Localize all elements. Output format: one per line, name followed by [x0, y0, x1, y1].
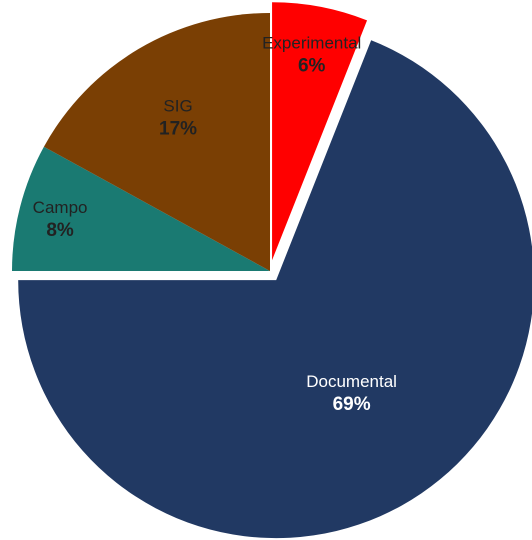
pie-labels: Experimental 6% Documental 69% Campo 8% SIG 17% [33, 33, 397, 415]
slice-value-sig: 17% [159, 119, 197, 140]
slice-label-experimental: Experimental [262, 33, 361, 52]
slice-label-documental: Documental [306, 372, 397, 391]
pie-slice-campo [12, 146, 270, 271]
pie-slices [12, 2, 532, 539]
slice-label-campo: Campo [33, 198, 88, 217]
pie-slice-sig [43, 13, 271, 271]
pie-slice-documental [18, 40, 532, 539]
slice-label-sig: SIG [163, 97, 192, 116]
pie-slice-experimental [272, 2, 368, 261]
slice-value-campo: 8% [46, 220, 74, 241]
slice-value-documental: 69% [333, 394, 371, 415]
slice-value-experimental: 6% [298, 55, 326, 76]
